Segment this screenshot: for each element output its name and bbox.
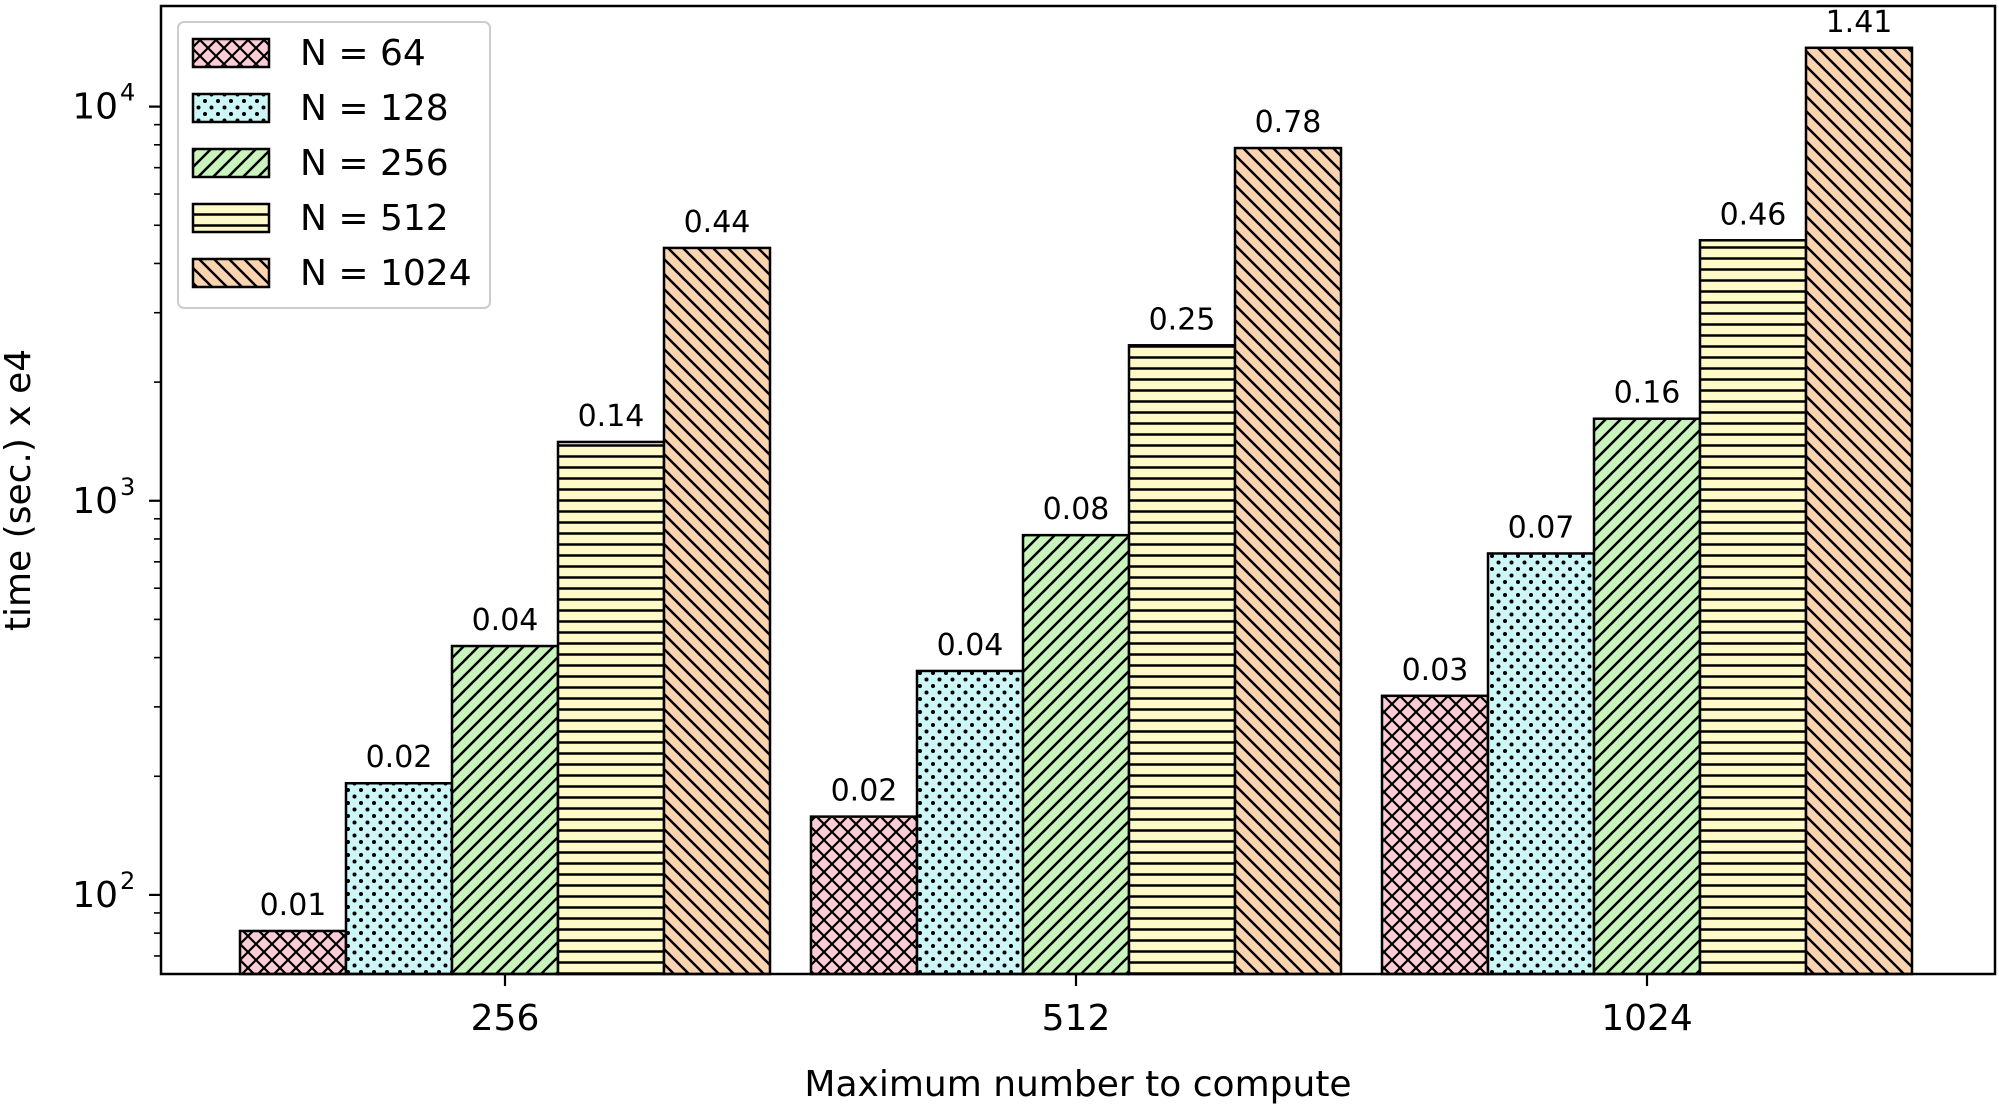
legend: N = 64 N = 128 N = 256 N = 512 N = 1024 bbox=[177, 21, 491, 309]
x-axis: 256 512 1024 bbox=[471, 974, 1693, 1039]
legend-label: N = 64 bbox=[300, 33, 426, 74]
bar-hatch bbox=[809, 815, 919, 976]
bar-group bbox=[1804, 46, 1914, 976]
bar-hatch bbox=[662, 246, 772, 976]
legend-item: N = 128 bbox=[191, 88, 449, 129]
bar-group bbox=[238, 929, 348, 976]
bar-hatch bbox=[1127, 344, 1237, 976]
y-tick-label: 10 bbox=[72, 875, 118, 916]
bar-group bbox=[809, 815, 919, 976]
bar-value-label: 0.01 bbox=[260, 888, 327, 923]
bar-value-label: 0.03 bbox=[1402, 653, 1469, 688]
bar-group bbox=[915, 669, 1025, 976]
x-axis-title: Maximum number to compute bbox=[804, 1064, 1351, 1104]
plot-area-frame bbox=[159, 4, 1997, 976]
bar-hatch bbox=[1233, 146, 1343, 976]
bar-hatch bbox=[556, 440, 666, 976]
bar-value-label: 0.16 bbox=[1614, 376, 1681, 411]
bar-group bbox=[1233, 146, 1343, 976]
bar-group bbox=[556, 440, 666, 976]
x-tick-label: 512 bbox=[1042, 998, 1111, 1039]
bar-group bbox=[450, 644, 560, 976]
y-axis-title: time (sec.) x e4 bbox=[0, 349, 39, 631]
bar-value-label: 0.02 bbox=[831, 774, 898, 809]
legend-swatch-hatch bbox=[191, 202, 271, 234]
x-tick-label: 256 bbox=[471, 998, 540, 1039]
bar-value-label: 0.78 bbox=[1255, 105, 1322, 140]
bar-value-label: 0.04 bbox=[937, 628, 1004, 663]
legend-swatch-hatch bbox=[191, 147, 271, 179]
bar-group bbox=[1592, 417, 1702, 976]
x-tick-label: 1024 bbox=[1601, 998, 1693, 1039]
bar-value-label: 0.08 bbox=[1043, 492, 1110, 527]
y-tick-label: 10 bbox=[72, 87, 118, 128]
bar-value-label: 1.41 bbox=[1826, 5, 1893, 40]
legend-item: N = 256 bbox=[191, 143, 449, 184]
legend-swatch-hatch bbox=[191, 92, 271, 124]
bar-group bbox=[1021, 533, 1131, 976]
bar-hatch bbox=[238, 929, 348, 976]
bar-group bbox=[1380, 694, 1490, 976]
bar-hatch bbox=[344, 781, 454, 976]
bar-hatch bbox=[1021, 533, 1131, 976]
bar-group bbox=[344, 781, 454, 976]
bar-value-label: 0.02 bbox=[366, 740, 433, 775]
legend-label: N = 1024 bbox=[300, 253, 472, 294]
bar-hatch bbox=[1380, 694, 1490, 976]
y-tick-label: 10 bbox=[72, 481, 118, 522]
bar-hatch bbox=[1698, 239, 1808, 976]
bar-value-label: 0.25 bbox=[1149, 302, 1216, 337]
bar-value-label: 0.14 bbox=[578, 399, 645, 434]
bar-hatch bbox=[450, 644, 560, 976]
legend-label: N = 512 bbox=[300, 198, 449, 239]
bar-value-label: 0.46 bbox=[1720, 197, 1787, 232]
legend-swatch-hatch bbox=[191, 37, 271, 69]
bar-hatch bbox=[915, 669, 1025, 976]
bar-group bbox=[1698, 239, 1808, 976]
legend-item: N = 64 bbox=[191, 33, 426, 74]
bars-layer bbox=[238, 46, 1914, 976]
legend-label: N = 256 bbox=[300, 143, 449, 184]
bar-hatch bbox=[1486, 552, 1596, 976]
legend-item: N = 1024 bbox=[191, 253, 472, 294]
bar-value-label: 0.04 bbox=[472, 603, 539, 638]
bar-value-label: 0.07 bbox=[1508, 510, 1575, 545]
legend-swatch-hatch bbox=[191, 257, 271, 289]
bar-hatch bbox=[1804, 46, 1914, 976]
bar-group bbox=[1127, 344, 1237, 976]
bar-group bbox=[1486, 552, 1596, 976]
bar-value-label: 0.44 bbox=[684, 205, 751, 240]
value-labels-layer: 0.01 0.02 0.03 0.02 0.04 0.07 0.04 0.08 0.16 0.14… bbox=[260, 5, 1893, 923]
legend-item: N = 512 bbox=[191, 198, 449, 239]
bar-group bbox=[662, 246, 772, 976]
y-tick-label-exponent: 4 bbox=[120, 79, 135, 107]
legend-label: N = 128 bbox=[300, 88, 449, 129]
y-tick-label-exponent: 3 bbox=[120, 473, 135, 501]
y-tick-label-exponent: 2 bbox=[120, 867, 135, 895]
bar-hatch bbox=[1592, 417, 1702, 976]
